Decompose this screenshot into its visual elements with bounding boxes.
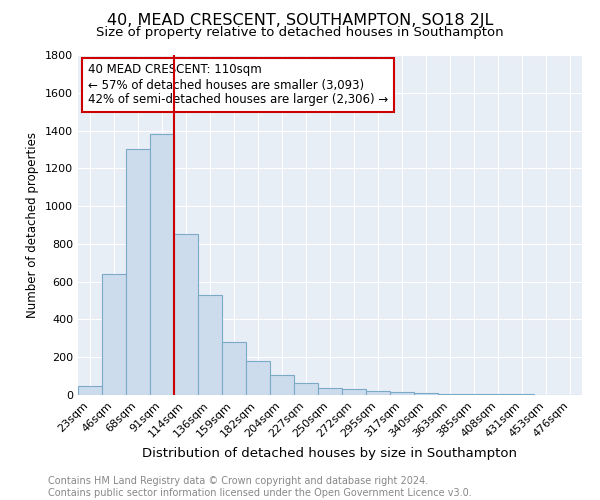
Bar: [126, 150, 150, 395]
Bar: [342, 390, 366, 395]
Bar: [486, 394, 510, 395]
Bar: [414, 393, 438, 395]
Y-axis label: Number of detached properties: Number of detached properties: [26, 132, 40, 318]
Bar: [78, 386, 102, 395]
Bar: [510, 394, 534, 395]
Bar: [198, 295, 222, 395]
Text: 40 MEAD CRESCENT: 110sqm
← 57% of detached houses are smaller (3,093)
42% of sem: 40 MEAD CRESCENT: 110sqm ← 57% of detach…: [88, 64, 388, 106]
Bar: [102, 274, 126, 395]
Text: Size of property relative to detached houses in Southampton: Size of property relative to detached ho…: [96, 26, 504, 39]
Bar: [222, 342, 246, 395]
Bar: [366, 391, 390, 395]
Text: 40, MEAD CRESCENT, SOUTHAMPTON, SO18 2JL: 40, MEAD CRESCENT, SOUTHAMPTON, SO18 2JL: [107, 12, 493, 28]
Bar: [150, 134, 174, 395]
Bar: [438, 394, 462, 395]
Bar: [294, 382, 318, 395]
X-axis label: Distribution of detached houses by size in Southampton: Distribution of detached houses by size …: [143, 447, 517, 460]
Bar: [318, 388, 342, 395]
Bar: [270, 375, 294, 395]
Text: Contains HM Land Registry data © Crown copyright and database right 2024.
Contai: Contains HM Land Registry data © Crown c…: [48, 476, 472, 498]
Bar: [390, 392, 414, 395]
Bar: [246, 361, 270, 395]
Bar: [462, 394, 486, 395]
Bar: [174, 234, 198, 395]
